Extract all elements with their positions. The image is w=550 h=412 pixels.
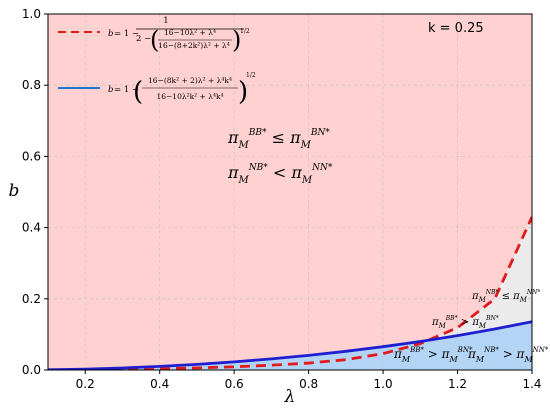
svg-text:): ) [238, 77, 248, 107]
y-tick-label: 0.6 [22, 149, 41, 163]
y-tick-label: 0.8 [22, 78, 41, 92]
y-axis-title: b [9, 181, 20, 201]
svg-text:16−10λ² + λ⁴: 16−10λ² + λ⁴ [164, 28, 216, 37]
y-tick-label: 1.0 [22, 7, 41, 21]
svg-text:b: b [108, 85, 113, 95]
svg-text:16−(8k² + 2)λ² + λ⁴k⁴: 16−(8k² + 2)λ² + λ⁴k⁴ [148, 76, 232, 85]
y-axis-ticks: 0.0 0.2 0.4 0.6 0.8 1.0 [22, 7, 48, 377]
x-tick-label: 1.2 [448, 377, 467, 391]
x-tick-label: 1.4 [522, 377, 541, 391]
svg-text:1/2: 1/2 [246, 72, 256, 79]
legend-formula-dashed: b = 1 − 1 2 − ( 16−10λ² + λ⁴ 16−(8+2k²)λ… [108, 16, 250, 54]
series-dashed-curve [48, 216, 532, 370]
x-tick-label: 1.0 [374, 377, 393, 391]
x-tick-label: 0.6 [225, 377, 244, 391]
svg-text:(: ( [150, 26, 159, 54]
svg-text:2 −: 2 − [136, 34, 151, 44]
x-tick-label: 0.2 [76, 377, 95, 391]
svg-text:(: ( [133, 77, 143, 107]
plot-frame [47, 13, 533, 371]
svg-text:16−10λ²k² + λ⁴k⁴: 16−10λ²k² + λ⁴k⁴ [156, 92, 223, 101]
y-tick-label: 0.2 [22, 292, 41, 306]
svg-text:1: 1 [163, 16, 168, 26]
region-upper [48, 14, 532, 370]
grid [48, 14, 532, 370]
region-lower [48, 321, 532, 370]
svg-text:): ) [232, 26, 241, 54]
x-axis-title: λ [284, 387, 296, 407]
x-axis-ticks: 0.2 0.4 0.6 0.8 1.0 1.2 1.4 [76, 370, 542, 391]
x-tick-label: 0.8 [299, 377, 318, 391]
y-tick-label: 0.0 [22, 363, 41, 377]
y-tick-label: 0.4 [22, 221, 41, 235]
svg-text:1/2: 1/2 [240, 28, 250, 35]
series-solid-curve [48, 320, 532, 370]
svg-text:16−(8+2k²)λ² + λ⁴: 16−(8+2k²)λ² + λ⁴ [158, 41, 230, 50]
svg-text:= 1 −: = 1 − [114, 85, 139, 95]
svg-text:= 1 −: = 1 − [114, 29, 139, 39]
legend-formula-solid: b = 1 − ( 16−(8k² + 2)λ² + λ⁴k⁴ 16−10λ²k… [108, 72, 256, 107]
legend: b = 1 − 1 2 − ( 16−10λ² + λ⁴ 16−(8+2k²)λ… [58, 16, 256, 107]
x-tick-label: 0.4 [150, 377, 169, 391]
parameter-label: k = 0.25 [428, 21, 484, 36]
svg-text:b: b [108, 29, 113, 39]
